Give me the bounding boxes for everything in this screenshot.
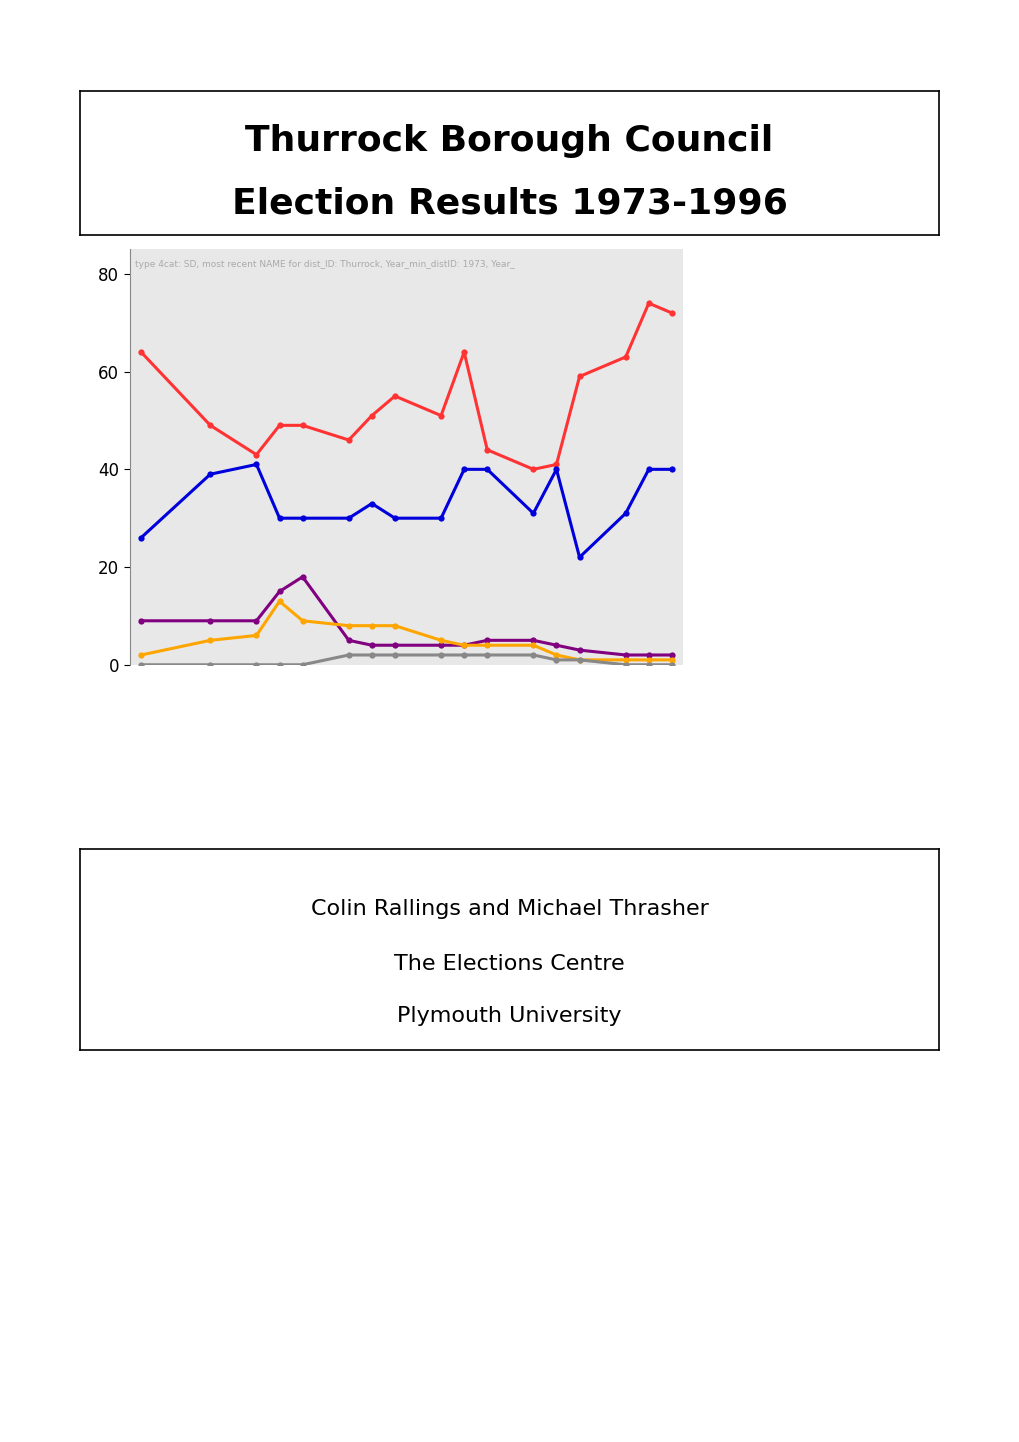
Text: Election Results 1973-1996: Election Results 1973-1996 [231,186,787,221]
Text: Thurrock Borough Council: Thurrock Borough Council [246,124,772,159]
Text: type 4cat: SD, most recent NAME for dist_ID: Thurrock, Year_min_distID: 1973, Ye: type 4cat: SD, most recent NAME for dist… [135,260,515,268]
Text: Plymouth University: Plymouth University [396,1005,622,1025]
Text: The Elections Centre: The Elections Centre [393,953,625,973]
Text: Colin Rallings and Michael Thrasher: Colin Rallings and Michael Thrasher [310,900,708,920]
